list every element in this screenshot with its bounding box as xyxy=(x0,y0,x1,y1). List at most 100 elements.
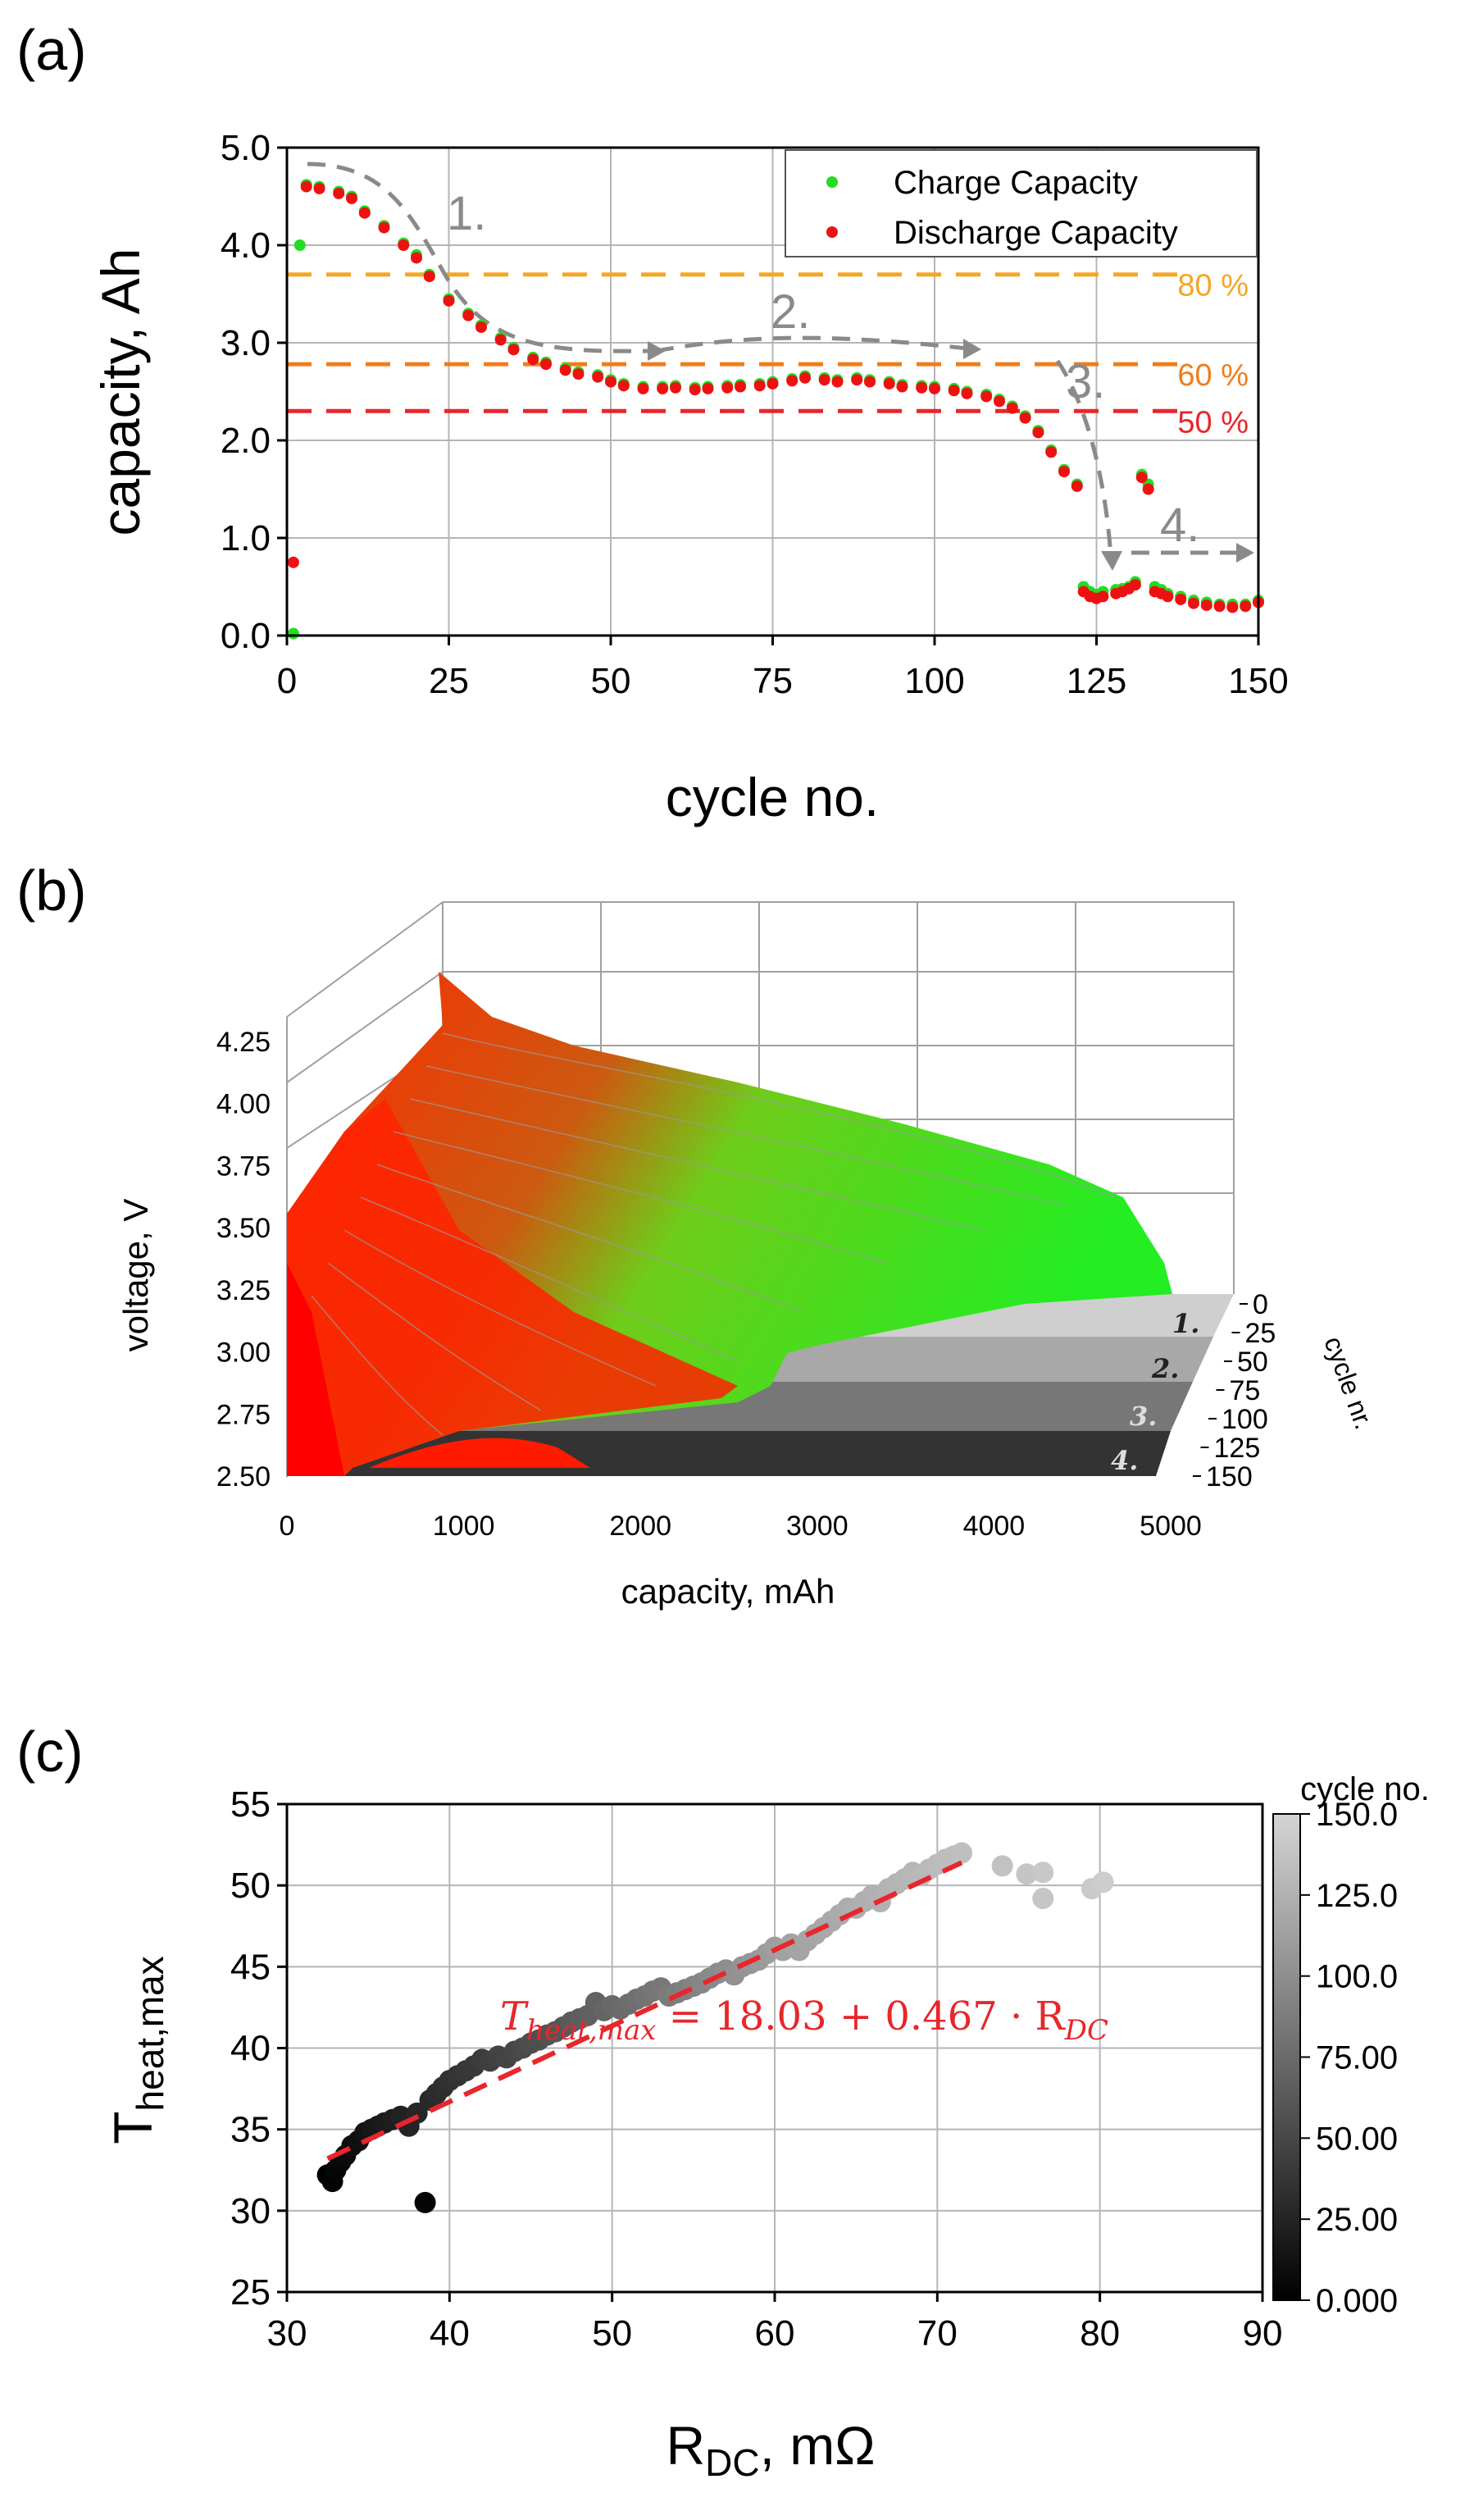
phase-2-arrow xyxy=(655,335,968,353)
discharge-point xyxy=(592,371,604,383)
panel-b-xtick-label: 4000 xyxy=(963,1511,1026,1542)
fit-equation: Theat,max = 18.03 + 0.467 · RDC xyxy=(500,1994,1108,2047)
panel-b-ztick-label: 75 xyxy=(1230,1375,1261,1406)
discharge-point xyxy=(1071,480,1083,492)
phase-label-1: 1. xyxy=(447,187,486,240)
panel-b-ticks: 0 1000 2000 3000 4000 50002.502.753.003.253.5… xyxy=(216,1027,1276,1542)
phase-3-arrowhead xyxy=(1101,551,1122,571)
panel-a-ytick-label: 5.0 xyxy=(221,128,271,168)
discharge-point xyxy=(896,381,908,393)
panel-b-xlabel: capacity, mAh xyxy=(621,1572,835,1611)
panel-b-label: (b) xyxy=(16,859,87,923)
reference-line-label: 80 % xyxy=(1177,269,1249,303)
panel-b-ytick-label: 2.75 xyxy=(216,1399,271,1430)
panel-c-points xyxy=(316,1842,1114,2213)
panel-c-ytick-label: 50 xyxy=(230,1866,271,1906)
eq-rhs: = 18.03 + 0.467 · R xyxy=(656,1994,1066,2039)
discharge-point xyxy=(313,182,325,194)
discharge-point xyxy=(702,382,714,394)
panel-b-xtick-label: 5000 xyxy=(1140,1511,1202,1542)
discharge-point xyxy=(1200,599,1212,612)
discharge-point xyxy=(689,384,701,396)
panel-a-xtick-label: 0 xyxy=(277,661,297,701)
discharge-point xyxy=(1129,579,1141,591)
colorbar-tick-label: 25.00 xyxy=(1316,2202,1398,2238)
discharge-point xyxy=(462,309,475,321)
discharge-point xyxy=(1188,597,1199,609)
discharge-point xyxy=(948,385,960,397)
legend-charge-label: Charge Capacity xyxy=(894,165,1138,201)
discharge-point xyxy=(637,382,649,394)
discharge-point xyxy=(1226,601,1239,613)
discharge-point xyxy=(358,207,371,219)
colorbar-title: cycle no. xyxy=(1300,1771,1430,1807)
panel-c-ytick-label: 30 xyxy=(230,2191,271,2231)
panel-a-xtick-label: 75 xyxy=(753,661,793,701)
colorbar-tick-label: 100.0 xyxy=(1316,1959,1398,1995)
fit-line xyxy=(326,1860,963,2162)
discharge-point xyxy=(1175,593,1187,605)
panel-b-phase-labels: 1. 2. 3. 4. xyxy=(1111,1308,1199,1476)
panel-a-points xyxy=(287,179,1264,640)
panel-c-xlabel: RDC, mΩ xyxy=(666,2415,875,2484)
panel-c-xtick-label: 60 xyxy=(755,2313,795,2354)
panel-a-legend: Charge Capacity Discharge Capacity xyxy=(785,149,1258,257)
xlabel-sub: DC xyxy=(705,2441,759,2484)
panel-b-ztick-label: 50 xyxy=(1237,1347,1268,1378)
panel-a-ytick-label: 3.0 xyxy=(221,323,271,363)
panel-b-ytick-label: 2.50 xyxy=(216,1461,271,1492)
discharge-point xyxy=(818,374,830,386)
panel-a-xtick-label: 125 xyxy=(1067,661,1126,701)
discharge-point xyxy=(961,387,973,399)
discharge-point xyxy=(657,382,669,394)
discharge-point xyxy=(1032,426,1044,439)
discharge-point xyxy=(475,321,487,333)
colorbar-tick-label: 125.0 xyxy=(1316,1878,1398,1914)
panel-c-xtick-label: 30 xyxy=(267,2313,307,2354)
discharge-point xyxy=(346,192,357,204)
panel-b-ytick-label: 3.50 xyxy=(216,1213,271,1244)
panel-b-ztick-label: 150 xyxy=(1206,1461,1253,1492)
discharge-point xyxy=(411,252,422,264)
scatter-point xyxy=(1032,1862,1054,1884)
panel-c-xtick-label: 40 xyxy=(430,2313,470,2354)
phase-1-arrowhead xyxy=(648,341,666,361)
discharge-point xyxy=(300,180,312,193)
surface-low-capacity-spike xyxy=(287,1263,344,1476)
discharge-point xyxy=(916,381,928,394)
phase-2-arrowhead xyxy=(963,339,981,359)
discharge-point xyxy=(786,375,798,387)
discharge-point xyxy=(883,377,895,390)
discharge-point xyxy=(1240,600,1252,613)
discharge-point xyxy=(559,364,571,376)
floor-phase-label-1: 1. xyxy=(1172,1308,1199,1339)
panel-c-ytick-label: 25 xyxy=(230,2272,271,2313)
discharge-point xyxy=(1135,472,1148,484)
discharge-point xyxy=(799,371,811,384)
panel-a-ylabel: capacity, Ah xyxy=(90,248,151,536)
eq-lhs: T xyxy=(500,1994,529,2039)
colorbar xyxy=(1272,1813,1301,2301)
panel-b-ztick-label: 0 xyxy=(1253,1289,1268,1320)
panel-b-ztick-label: 25 xyxy=(1245,1318,1276,1349)
scatter-point xyxy=(1032,1888,1054,1910)
panel-a-xtick-label: 100 xyxy=(904,661,964,701)
discharge-point xyxy=(287,556,299,568)
phase-label-4: 4. xyxy=(1160,499,1199,552)
discharge-point xyxy=(605,376,616,388)
panel-b-ytick-label: 4.00 xyxy=(216,1089,271,1120)
panel-a-ticks: 0 25 50 75 100 125 150 0.0 1.0 2.0 3.0 4.0 5.0 xyxy=(221,128,1289,701)
legend-discharge-label: Discharge Capacity xyxy=(894,215,1178,251)
discharge-point xyxy=(494,334,507,346)
phase-1-arrow xyxy=(307,162,648,353)
panel-a-xlabel: cycle no. xyxy=(666,767,879,827)
ylabel-sub: heat,max xyxy=(129,1956,171,2111)
floor-phase-label-2: 2. xyxy=(1151,1353,1179,1384)
discharge-point xyxy=(670,381,681,394)
discharge-point xyxy=(398,239,410,251)
panel-c-ytick-label: 40 xyxy=(230,2029,271,2069)
discharge-point xyxy=(1045,446,1058,458)
panel-c-grid xyxy=(287,1804,1262,2292)
